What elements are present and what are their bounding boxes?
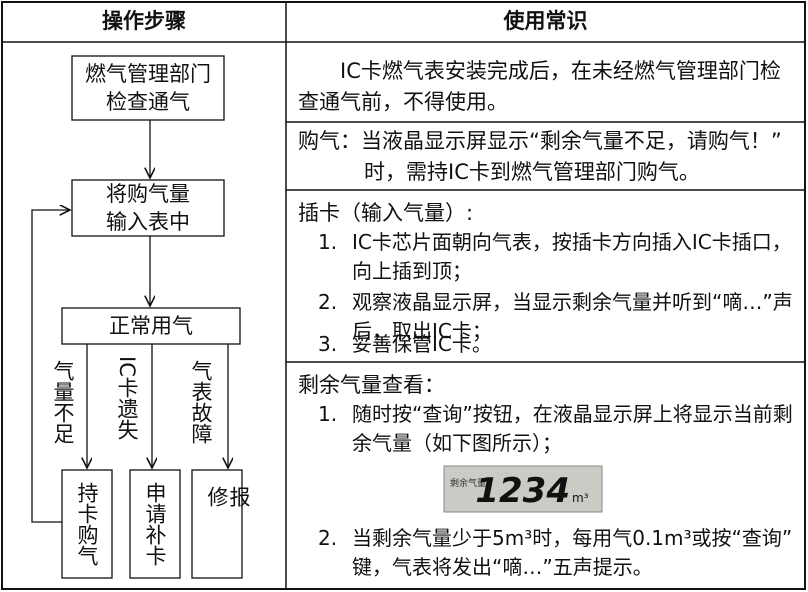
item-text: 当剩余气量少于5m³时，每用气0.1m³或按“查询”键，气表将发出“嘀…”五声提… — [352, 526, 793, 579]
action-label: 报修 — [205, 486, 251, 543]
note-text: 当液晶显示屏显示“剩余气量不足，请购气！”时，需持IC卡到燃气管理部门购气。 — [361, 129, 782, 184]
item-text: 观察液晶显示屏，当显示剩余气量并听到“嘀…”声后，取出IC卡； — [352, 290, 793, 343]
lcd-label: 剩余气量 — [450, 477, 486, 489]
branch-label: IC卡遗失 — [115, 356, 139, 440]
node-line: 燃气管理部门 — [85, 62, 211, 86]
header-right: 使用常识 — [503, 9, 588, 33]
node-line: 输入表中 — [106, 210, 190, 234]
lcd-unit: m³ — [572, 491, 589, 505]
node-line: 检查通气 — [106, 90, 190, 114]
note-title: 插卡（输入气量）: — [298, 201, 474, 225]
item-marker: 3. — [318, 332, 338, 356]
note-label: 购气： — [298, 129, 361, 153]
action-label: 持卡购气 — [75, 482, 99, 566]
item-marker: 2. — [318, 290, 338, 314]
node-line: 正常用气 — [109, 314, 193, 338]
item-text: IC卡芯片面朝向气表，按插卡方向插入IC卡插口，向上插到顶； — [352, 230, 792, 283]
note-title: 剩余气量查看： — [298, 373, 445, 397]
branch-label: 气表故障 — [189, 360, 213, 444]
item-marker: 2. — [318, 526, 338, 550]
note-text: IC卡燃气表安装完成后，在未经燃气管理部门检查通气前，不得使用。 — [298, 59, 781, 114]
branch-label: 气量不足 — [51, 360, 75, 444]
flowchart — [31, 55, 243, 579]
item-text: 妥善保管IC卡。 — [352, 332, 492, 356]
item-text: 随时按“查询”按钮，在液晶显示屏上将显示当前剩余气量（如下图所示）； — [352, 402, 793, 455]
lcd: 剩余气量 1234 m³ — [443, 465, 603, 513]
item-marker: 1. — [318, 402, 338, 426]
action-label: 申请补卡 — [143, 482, 167, 566]
lcd-reading: 1234 — [475, 471, 570, 511]
item-marker: 1. — [318, 230, 338, 254]
header-left: 操作步骤 — [102, 9, 186, 33]
node-line: 将购气量 — [106, 182, 190, 206]
